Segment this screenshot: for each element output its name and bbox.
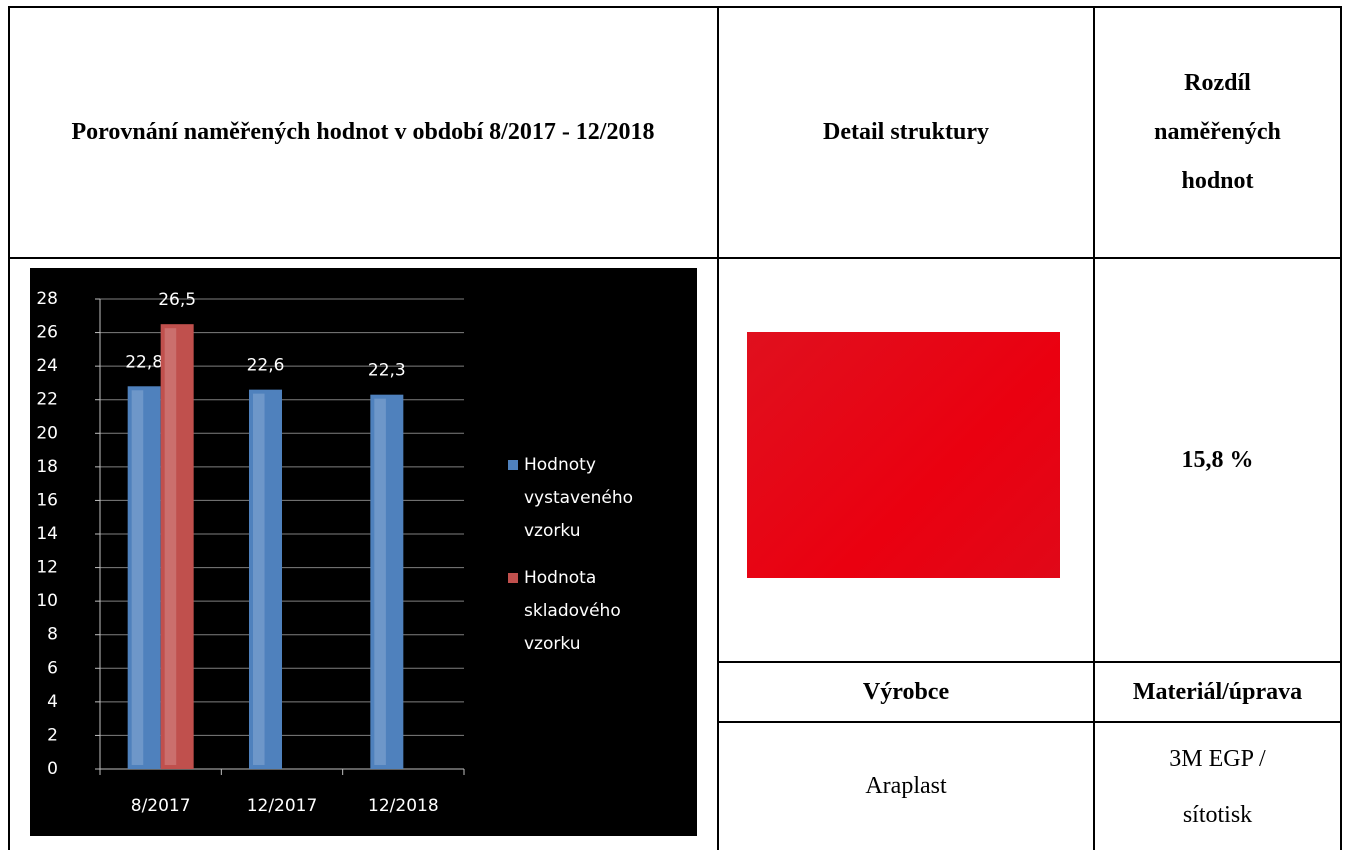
page: Porovnání naměřených hodnot v období 8/2… bbox=[0, 0, 1348, 850]
structure-image bbox=[747, 332, 1060, 578]
bar-highlight bbox=[132, 390, 144, 765]
value-label: 22,3 bbox=[368, 361, 406, 381]
header-cell: Porovnání naměřených hodnot v období 8/2… bbox=[72, 108, 655, 157]
y-tick-label: 2 bbox=[47, 725, 58, 745]
y-tick-label: 14 bbox=[36, 524, 58, 544]
bar-highlight bbox=[374, 399, 386, 765]
value-label: 26,5 bbox=[158, 290, 196, 310]
label-cell: Výrobce bbox=[863, 668, 949, 717]
y-tick-label: 16 bbox=[36, 490, 58, 510]
y-tick-label: 6 bbox=[47, 658, 58, 678]
bar-highlight bbox=[165, 328, 177, 765]
y-tick-label: 28 bbox=[36, 289, 58, 309]
y-tick-label: 8 bbox=[47, 625, 58, 645]
border bbox=[1340, 6, 1342, 850]
legend-marker bbox=[508, 573, 518, 583]
y-tick-label: 4 bbox=[47, 692, 58, 712]
label-cell: Materiál/úprava bbox=[1133, 668, 1302, 717]
value-label: 22,8 bbox=[125, 352, 163, 372]
y-tick-label: 0 bbox=[47, 759, 58, 779]
x-tick-label: 12/2018 bbox=[368, 796, 439, 816]
header-cell: Rozdíl naměřených hodnot bbox=[1133, 59, 1303, 206]
difference: 15,8 % bbox=[1182, 436, 1254, 485]
legend-entry: Hodnoty vystaveného vzorku bbox=[508, 449, 658, 548]
header-cell: Detail struktury bbox=[823, 108, 989, 157]
y-tick-label: 18 bbox=[36, 457, 58, 477]
x-tick-label: 12/2017 bbox=[247, 796, 318, 816]
legend-label: Hodnoty vystaveného vzorku bbox=[524, 449, 658, 548]
value-label: 22,6 bbox=[247, 356, 285, 376]
bar-highlight bbox=[253, 394, 265, 765]
legend: Hodnoty vystaveného vzorku Hodnota sklado… bbox=[508, 449, 658, 675]
legend-label: Hodnota skladového vzorku bbox=[524, 562, 658, 661]
legend-entry: Hodnota skladového vzorku bbox=[508, 562, 658, 661]
y-tick-label: 12 bbox=[36, 558, 58, 578]
y-tick-label: 24 bbox=[36, 356, 58, 376]
y-tick-label: 22 bbox=[36, 390, 58, 410]
legend-marker bbox=[508, 460, 518, 470]
x-tick-label: 8/2017 bbox=[131, 796, 191, 816]
y-tick-label: 26 bbox=[36, 323, 58, 343]
y-tick-label: 10 bbox=[36, 591, 58, 611]
value-cell: Araplast bbox=[865, 773, 946, 800]
border bbox=[8, 6, 10, 850]
value-cell: 3M EGP / sítotisk bbox=[1148, 731, 1288, 843]
y-tick-label: 20 bbox=[36, 423, 58, 443]
